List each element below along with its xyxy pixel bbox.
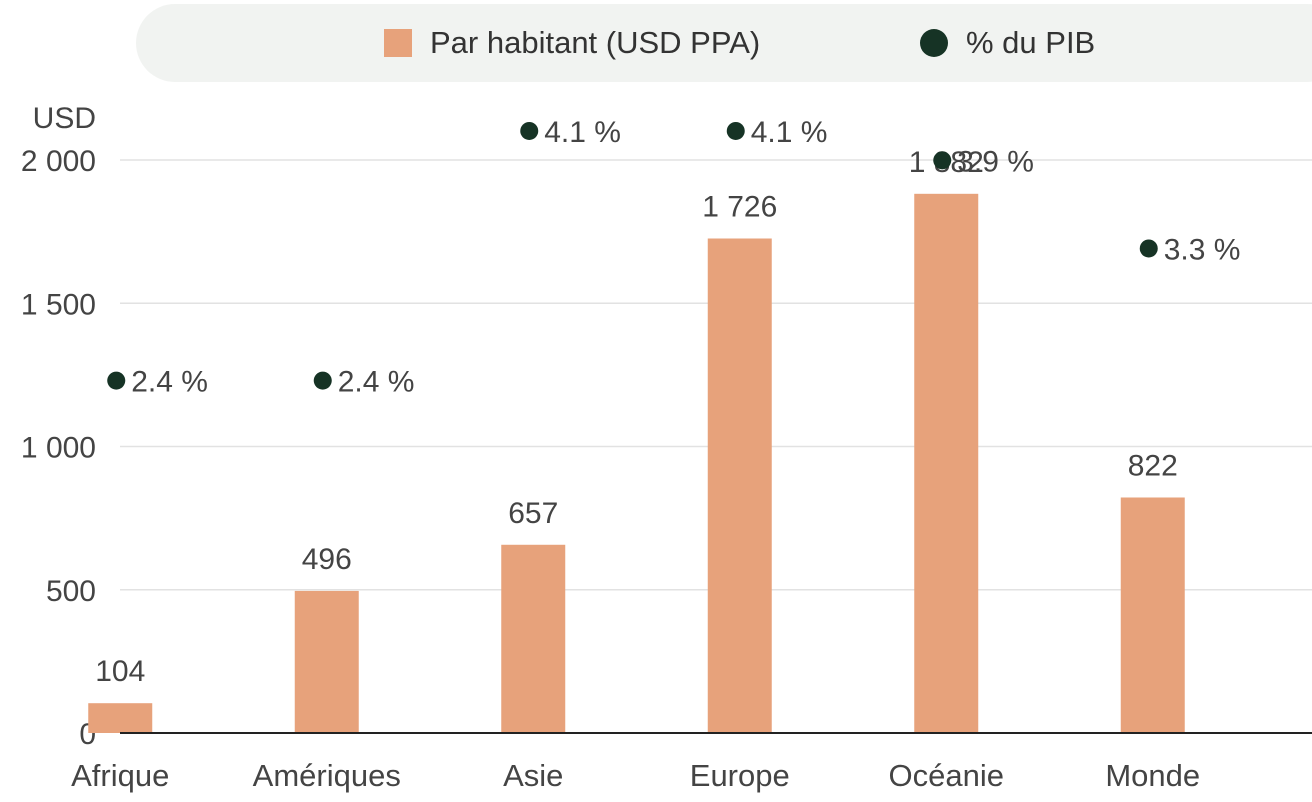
y-axis-unit: USD [33, 102, 96, 135]
bar-value-label: 657 [508, 497, 558, 530]
x-category-label: Monde [1105, 758, 1200, 793]
legend-label-pct-gdp: % du PIB [966, 25, 1096, 60]
pct-dot [313, 371, 332, 390]
x-category-label: Asie [503, 758, 563, 793]
pct-dot [107, 371, 126, 390]
bar [88, 703, 153, 733]
bar [1120, 497, 1185, 733]
legend-bar-swatch [384, 29, 412, 57]
x-axis-labels: Afrique Amériques Asie Europe Océanie Monde [71, 758, 1200, 793]
legend-item-per-capita: Par habitant (USD PPA) [384, 4, 760, 82]
bar [914, 193, 979, 733]
x-category-label: Europe [690, 758, 790, 793]
pct-dot [933, 151, 952, 170]
pct-value-label: 2.4 % [338, 366, 415, 399]
chart-legend: Par habitant (USD PPA) % du PIB [136, 4, 1312, 82]
y-tick-label: 2 000 [21, 145, 96, 178]
x-category-label: Amériques [253, 758, 401, 793]
pct-series: 2.4 % 2.4 % 4.1 % 4.1 % 3.9 % 3.3 % [107, 116, 1240, 399]
bar [707, 238, 772, 733]
bar [501, 544, 566, 733]
bar [294, 590, 359, 733]
pct-value-label: 4.1 % [751, 116, 828, 149]
pct-value-label: 3.3 % [1164, 233, 1241, 266]
pct-value-label: 4.1 % [544, 116, 621, 149]
pct-dot [726, 121, 745, 140]
x-category-label: Océanie [889, 758, 1004, 793]
y-tick-label: 500 [46, 575, 96, 608]
pct-dot [1139, 239, 1158, 258]
x-category-label: Afrique [71, 758, 169, 793]
legend-label-per-capita: Par habitant (USD PPA) [430, 25, 761, 60]
bar-value-label: 822 [1128, 449, 1178, 482]
bar-value-label: 104 [95, 655, 145, 688]
y-tick-label: 1 500 [21, 288, 96, 321]
pct-dot [520, 121, 539, 140]
legend-dot-swatch [920, 29, 948, 57]
pct-value-label: 3.9 % [957, 145, 1034, 178]
pct-value-label: 2.4 % [131, 366, 208, 399]
y-tick-label: 1 000 [21, 432, 96, 465]
legend-item-pct-gdp: % du PIB [920, 4, 1095, 82]
bar-value-label: 1 726 [702, 191, 777, 224]
bar-value-label: 496 [302, 543, 352, 576]
